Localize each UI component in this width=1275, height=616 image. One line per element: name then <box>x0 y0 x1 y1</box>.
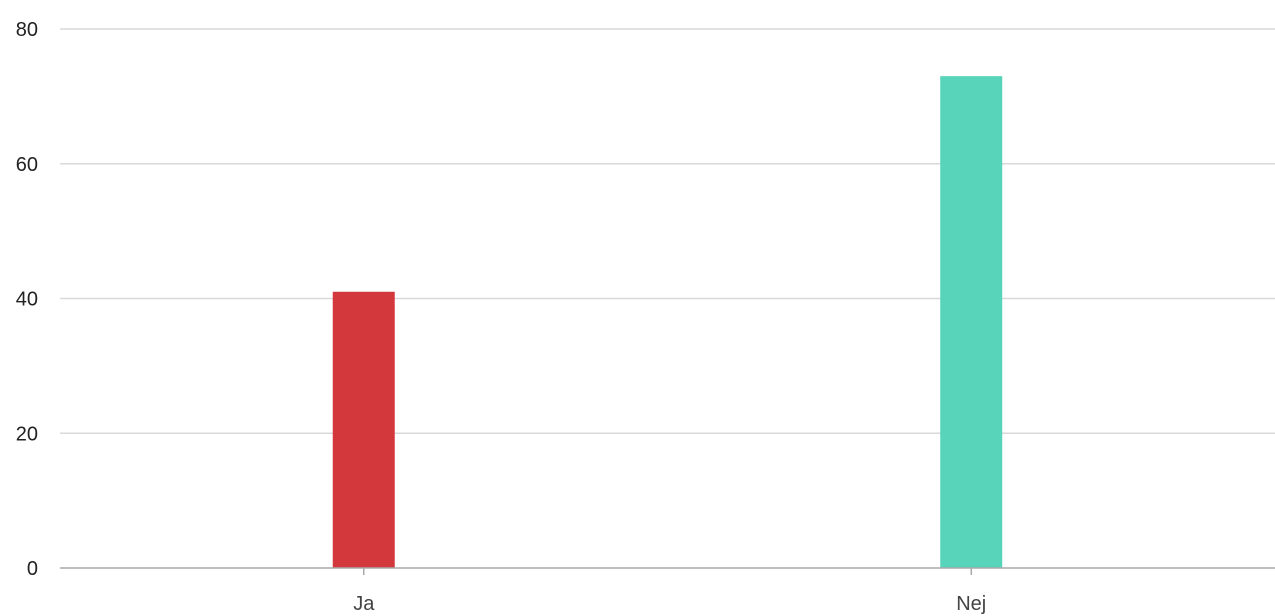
x-tick-label: Nej <box>956 593 986 615</box>
x-tick-label: Ja <box>353 593 375 615</box>
x-axis: Ja Nej <box>353 568 986 615</box>
bar-ja <box>332 291 395 568</box>
bar-nej <box>940 76 1003 568</box>
y-tick-label: 0 <box>27 558 38 580</box>
y-tick-label: 80 <box>16 19 38 41</box>
y-tick-label: 40 <box>16 289 38 311</box>
y-tick-label: 20 <box>16 423 38 445</box>
gridlines <box>60 28 1275 434</box>
y-axis-tick-labels: 0 20 40 60 80 <box>16 19 38 580</box>
y-tick-label: 60 <box>16 154 38 176</box>
bars <box>332 76 1003 568</box>
